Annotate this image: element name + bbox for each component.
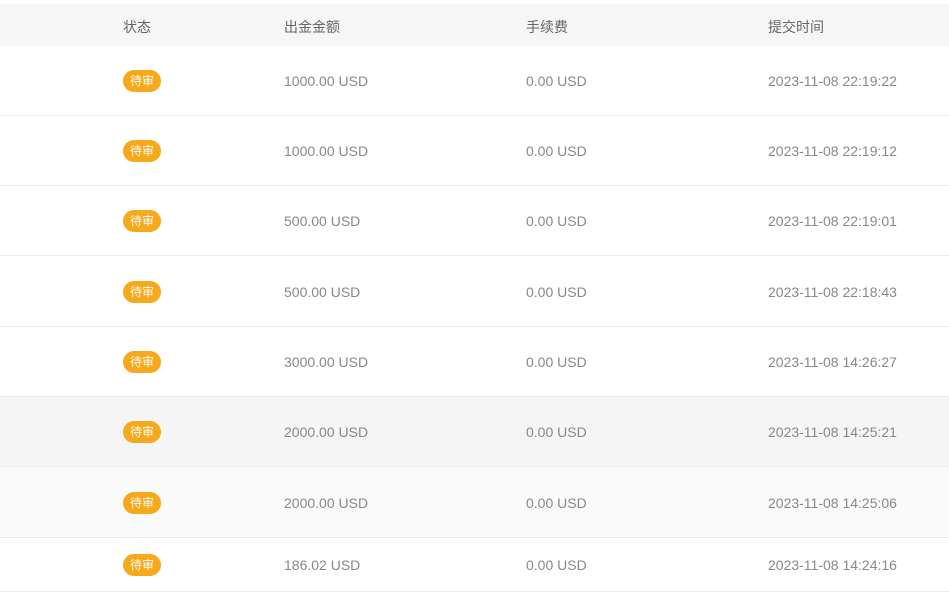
fee-cell: 0.00 USD xyxy=(526,143,587,159)
time-cell: 2023-11-08 22:18:43 xyxy=(768,284,897,300)
fee-cell: 0.00 USD xyxy=(526,424,587,440)
status-badge: 待审 xyxy=(123,421,162,443)
amount-cell: 1000.00 USD xyxy=(284,143,369,159)
status-badge: 待审 xyxy=(123,140,162,162)
fee-cell: 0.00 USD xyxy=(526,284,587,300)
amount-cell: 2000.00 USD xyxy=(284,424,369,440)
table-row[interactable]: 待审 2000.00 USD 0.00 USD 2023-11-08 14:25:21 xyxy=(0,397,949,467)
table-row[interactable]: 待审 1000.00 USD 0.00 USD 2023-11-08 22:19:12 xyxy=(0,116,949,186)
amount-cell: 1000.00 USD xyxy=(284,73,369,89)
amount-cell: 3000.00 USD xyxy=(284,354,369,370)
status-badge: 待审 xyxy=(123,281,162,303)
header-status: 状态 xyxy=(123,19,151,35)
fee-cell: 0.00 USD xyxy=(526,354,587,370)
time-cell: 2023-11-08 14:24:16 xyxy=(768,557,897,573)
time-cell: 2023-11-08 22:19:12 xyxy=(768,143,897,159)
amount-cell: 2000.00 USD xyxy=(284,495,369,511)
fee-cell: 0.00 USD xyxy=(526,557,587,573)
header-amount: 出金金额 xyxy=(284,19,340,35)
table-row[interactable]: 待审 1000.00 USD 0.00 USD 2023-11-08 22:19:22 xyxy=(0,46,949,116)
table-row[interactable]: 待审 186.02 USD 0.00 USD 2023-11-08 14:24:16 xyxy=(0,538,949,592)
time-cell: 2023-11-08 14:25:06 xyxy=(768,495,897,511)
amount-cell: 500.00 USD xyxy=(284,213,361,229)
fee-cell: 0.00 USD xyxy=(526,495,587,511)
status-badge: 待审 xyxy=(123,70,162,92)
time-cell: 2023-11-08 14:26:27 xyxy=(768,354,897,370)
table-row[interactable]: 待审 500.00 USD 0.00 USD 2023-11-08 22:18:43 xyxy=(0,256,949,327)
status-badge: 待审 xyxy=(123,351,162,373)
status-badge: 待审 xyxy=(123,210,162,232)
fee-cell: 0.00 USD xyxy=(526,73,587,89)
table-row[interactable]: 待审 2000.00 USD 0.00 USD 2023-11-08 14:25:06 xyxy=(0,467,949,538)
fee-cell: 0.00 USD xyxy=(526,213,587,229)
table-row[interactable]: 待审 3000.00 USD 0.00 USD 2023-11-08 14:26:27 xyxy=(0,327,949,397)
amount-cell: 186.02 USD xyxy=(284,557,361,573)
amount-cell: 500.00 USD xyxy=(284,284,361,300)
header-time: 提交时间 xyxy=(768,19,824,35)
status-badge: 待审 xyxy=(123,492,162,514)
time-cell: 2023-11-08 22:19:01 xyxy=(768,213,897,229)
time-cell: 2023-11-08 14:25:21 xyxy=(768,424,897,440)
table-row[interactable]: 待审 500.00 USD 0.00 USD 2023-11-08 22:19:01 xyxy=(0,186,949,256)
table-header: 状态 出金金额 手续费 提交时间 xyxy=(0,4,949,46)
time-cell: 2023-11-08 22:19:22 xyxy=(768,73,897,89)
header-fee: 手续费 xyxy=(526,19,568,35)
status-badge: 待审 xyxy=(123,554,162,576)
